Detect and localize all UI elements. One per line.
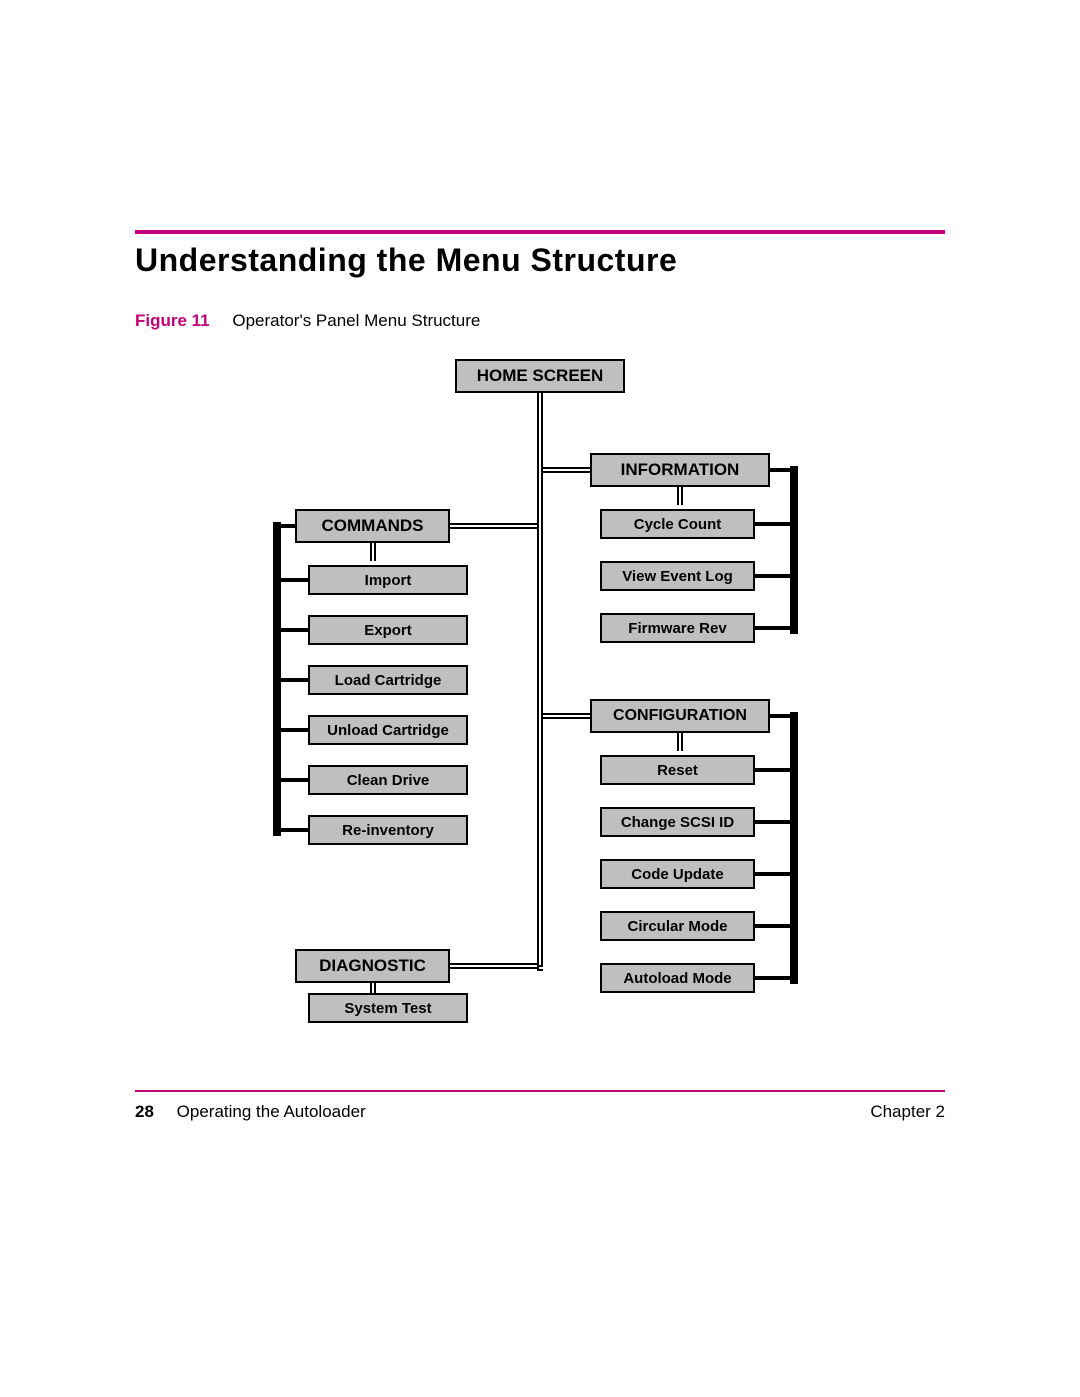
tick [755,574,798,578]
node-commands-item-2: Load Cartridge [308,665,468,695]
tick [273,628,308,632]
tick [755,820,798,824]
top-rule [135,230,945,234]
connector [370,983,376,993]
connector [370,543,376,561]
page-title: Understanding the Menu Structure [135,242,945,279]
bus [790,466,798,634]
tick [273,778,308,782]
tick [755,872,798,876]
connector [450,963,539,969]
connector [543,713,590,719]
tick [755,976,798,980]
connector [537,965,543,971]
node-commands-item-1: Export [308,615,468,645]
connector [677,487,683,505]
node-configuration-item-0: Reset [600,755,755,785]
figure-label: Figure 11 [135,311,210,330]
node-commands-item-0: Import [308,565,468,595]
tick [770,714,798,718]
node-configuration-item-4: Autoload Mode [600,963,755,993]
bottom-rule [135,1090,945,1092]
node-information-item-2: Firmware Rev [600,613,755,643]
node-commands: COMMANDS [295,509,450,543]
node-information-item-1: View Event Log [600,561,755,591]
footer-section: Operating the Autoloader [177,1102,366,1121]
tick [273,828,308,832]
tick [755,626,798,630]
figure-caption-text: Operator's Panel Menu Structure [232,311,480,330]
node-information: INFORMATION [590,453,770,487]
footer-left: 28 Operating the Autoloader [135,1102,366,1122]
node-configuration-item-2: Code Update [600,859,755,889]
connector [537,393,543,965]
node-diagnostic: DIAGNOSTIC [295,949,450,983]
node-root: HOME SCREEN [455,359,625,393]
tick [755,522,798,526]
menu-structure-diagram: HOME SCREEN COMMANDS Import Export Load Cart… [200,359,880,1039]
connector [543,467,590,473]
page-number: 28 [135,1102,154,1121]
connector [677,733,683,751]
node-configuration: CONFIGURATION [590,699,770,733]
tick [755,924,798,928]
connector [450,523,539,529]
tick [770,468,798,472]
node-commands-item-4: Clean Drive [308,765,468,795]
tick [273,524,295,528]
node-configuration-item-3: Circular Mode [600,911,755,941]
tick [273,728,308,732]
node-information-item-0: Cycle Count [600,509,755,539]
tick [755,768,798,772]
node-commands-item-5: Re-inventory [308,815,468,845]
footer-chapter: Chapter 2 [870,1102,945,1122]
tick [273,578,308,582]
node-commands-item-3: Unload Cartridge [308,715,468,745]
node-configuration-item-1: Change SCSI ID [600,807,755,837]
bus [790,712,798,984]
figure-caption: Figure 11 Operator's Panel Menu Structur… [135,311,945,331]
tick [273,678,308,682]
footer-row: 28 Operating the Autoloader Chapter 2 [135,1102,945,1122]
node-diagnostic-item-0: System Test [308,993,468,1023]
